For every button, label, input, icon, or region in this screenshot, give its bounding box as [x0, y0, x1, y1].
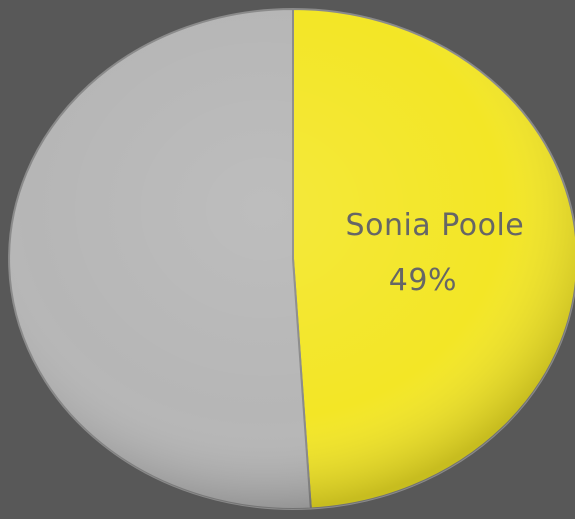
- slice-label-name: Sonia Poole: [346, 208, 525, 243]
- pie-labels: Sonia Poole 49%: [346, 208, 525, 298]
- pie-slice-1: [292, 7, 575, 510]
- slice-label-value: 49%: [389, 263, 457, 298]
- pie-slice-2: [8, 7, 312, 510]
- pie-slices: [8, 7, 575, 510]
